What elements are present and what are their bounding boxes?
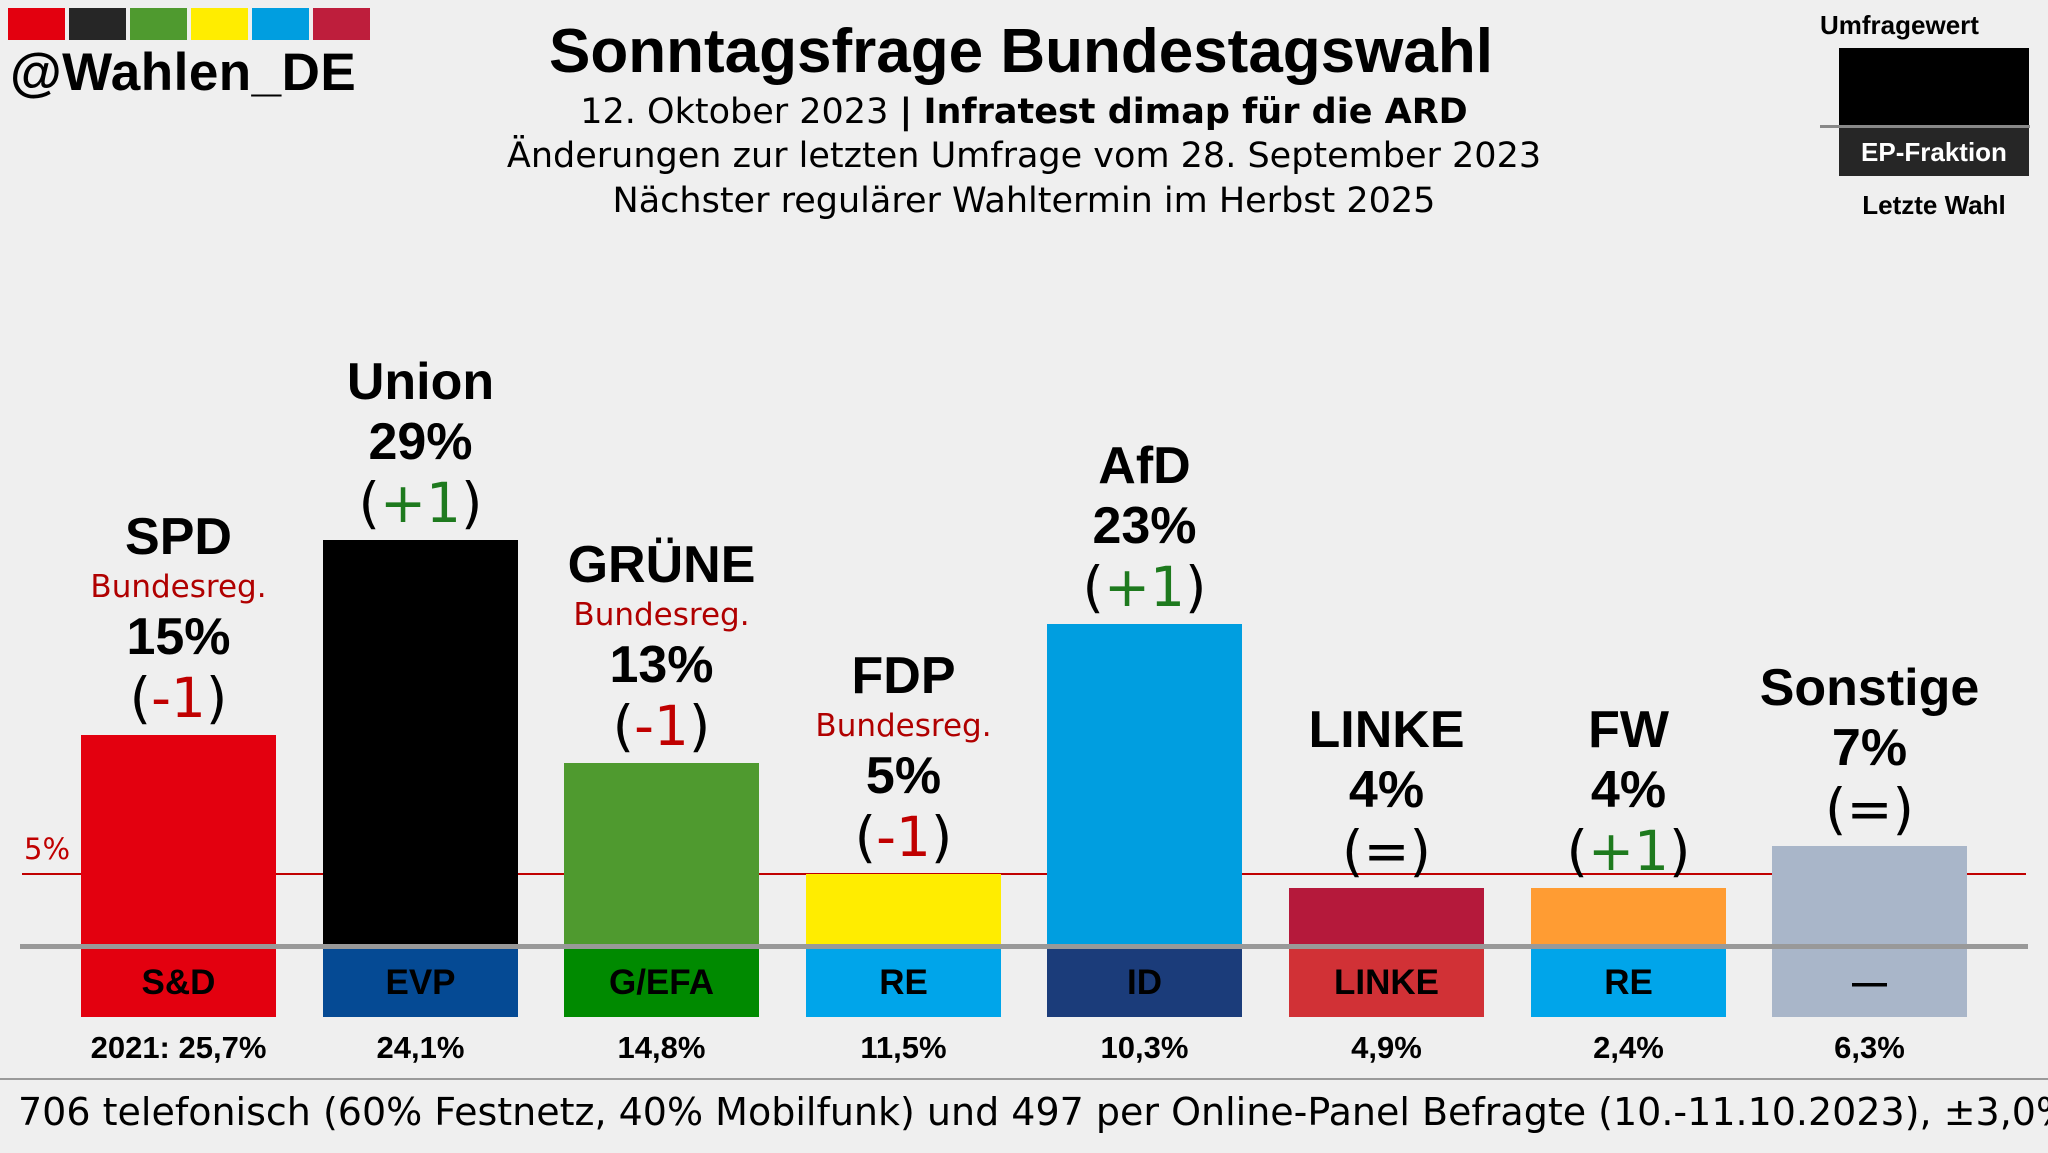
bar-afd (1047, 623, 1242, 944)
ep-group-label: G/EFA (564, 949, 759, 1017)
footer-divider (0, 1078, 2048, 1080)
legend-last-election-label: Letzte Wahl (1862, 190, 2006, 220)
threshold-label: 5% (24, 832, 71, 867)
poll-institute: Infratest dimap für die ARD (923, 92, 1468, 132)
account-handle: @Wahlen_DE (10, 43, 357, 102)
poll-percent: 13% (609, 635, 714, 694)
party-name: Union (346, 353, 495, 411)
bar-grüne (564, 762, 759, 944)
poll-percent: 5% (865, 747, 942, 806)
changes-note: Änderungen zur letzten Umfrage vom 28. S… (506, 136, 1542, 176)
party-name: Sonstige (1759, 659, 1980, 718)
poll-change: (+1) (1566, 819, 1691, 884)
bar-label-group: LINKE 4% (=) (1227, 700, 1547, 882)
party-name: AfD (1098, 436, 1191, 495)
bar-label-group: GRÜNE Bundesreg. 13% (-1) (502, 535, 822, 757)
bar-sonstige (1772, 846, 1967, 944)
poll-percent: 7% (1831, 719, 1908, 778)
party-name: FDP (851, 647, 956, 706)
strip-segment (130, 8, 187, 40)
bar-label-group: FW 4% (+1) (1469, 700, 1789, 882)
poll-percent: 4% (1348, 761, 1425, 820)
subtitle-line-1: 12. Oktober 2023 | Infratest dimap für d… (0, 92, 2048, 132)
threshold-line (22, 873, 2026, 876)
ep-group-label: ID (1047, 949, 1242, 1017)
party-name: GRÜNE (567, 535, 756, 594)
last-election-value: 14,8% (617, 1030, 706, 1065)
ep-group-label: — (1772, 949, 1967, 1017)
last-election-value: 11,5% (860, 1030, 947, 1065)
legend-poll-value-label: Umfragewert (1820, 10, 1979, 40)
last-election-value: 10,3% (1100, 1030, 1189, 1065)
bar-fdp (806, 874, 1001, 944)
poll-percent: 23% (1092, 496, 1197, 555)
strip-segment (313, 8, 370, 40)
poll-percent: 4% (1590, 761, 1667, 820)
party-name: SPD (125, 508, 232, 567)
ep-group-label: EVP (323, 949, 518, 1017)
legend-poll-value-swatch (1839, 48, 2029, 126)
party-name: FW (1588, 701, 1669, 760)
party-name: LINKE (1308, 701, 1465, 760)
ep-group-label: S&D (81, 949, 276, 1017)
last-election-value: 2021: 25,7% (90, 1030, 267, 1065)
poll-percent: 29% (368, 413, 473, 471)
last-election-value: 4,9% (1351, 1030, 1422, 1065)
ep-group-label: RE (806, 949, 1001, 1017)
bar-label-group: FDP Bundesreg. 5% (-1) (744, 646, 1064, 868)
poll-change: (-1) (129, 666, 228, 731)
bar-linke (1289, 888, 1484, 944)
strip-segment (252, 8, 309, 40)
bar-union (323, 540, 518, 944)
poll-change: (-1) (854, 805, 953, 870)
last-election-value: 6,3% (1834, 1030, 1905, 1065)
ep-group-label: RE (1531, 949, 1726, 1017)
poll-change: (+1) (358, 471, 483, 535)
baseline-axis (20, 944, 2028, 949)
government-tag: Bundesreg. (815, 708, 992, 745)
poll-percent: 15% (126, 608, 231, 667)
bar-label-group: Sonstige 7% (=) (1710, 658, 2030, 840)
poll-change: (-1) (612, 693, 711, 758)
separator: | (899, 92, 913, 132)
last-election-value: 24,1% (376, 1030, 465, 1065)
footer-note: 706 telefonisch (60% Festnetz, 40% Mobil… (18, 1090, 2048, 1134)
strip-segment (191, 8, 248, 40)
bar-label-group: AfD 23% (+1) (985, 436, 1305, 618)
bar-label-group: SPD Bundesreg. 15% (-1) (19, 507, 339, 729)
poll-change: (=) (1824, 777, 1915, 842)
strip-segment (8, 8, 65, 40)
ep-group-label: LINKE (1289, 949, 1484, 1017)
bar-fw (1531, 888, 1726, 944)
legend-divider (1820, 125, 2030, 128)
next-election-note: Nächster regulärer Wahltermin im Herbst … (612, 181, 1436, 221)
poll-date: 12. Oktober 2023 (580, 92, 889, 132)
last-election-value: 2,4% (1593, 1030, 1664, 1065)
legend-ep-group-label: EP-Fraktion (1839, 128, 2029, 176)
poll-change: (+1) (1082, 554, 1207, 619)
bar-label-group: Union 29% (+1) (261, 352, 581, 534)
government-tag: Bundesreg. (90, 569, 267, 606)
poll-change: (=) (1341, 819, 1432, 884)
bar-spd (81, 735, 276, 944)
chart-title: Sonntagsfrage Bundestagswahl (549, 17, 1493, 86)
government-tag: Bundesreg. (573, 596, 750, 633)
strip-segment (69, 8, 126, 40)
